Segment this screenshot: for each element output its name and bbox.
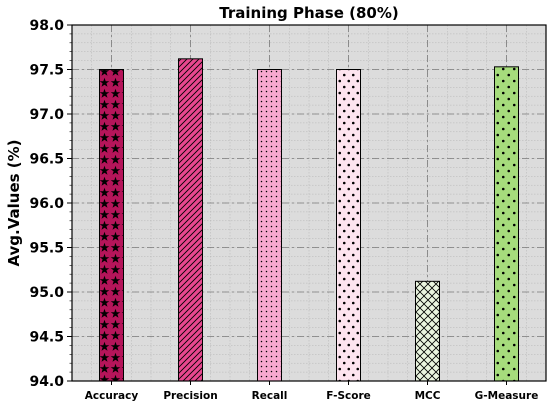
y-tick-label: 96.0 xyxy=(29,196,64,212)
x-tick-label: Accuracy xyxy=(85,390,139,402)
y-tick-label: 94.0 xyxy=(29,374,64,390)
x-tick-label: Recall xyxy=(252,390,288,402)
bar-accuracy xyxy=(99,69,124,382)
y-tick-label: 95.5 xyxy=(29,241,64,257)
y-tick-label: 94.5 xyxy=(29,330,64,346)
y-tick-label: 97.0 xyxy=(29,107,64,123)
y-tick-label: 98.0 xyxy=(29,18,64,34)
chart-title: Training Phase (80%) xyxy=(219,4,398,22)
x-tick-label: F-Score xyxy=(326,390,371,402)
x-tick-label: MCC xyxy=(415,390,441,402)
bars xyxy=(99,58,519,382)
y-tick-label: 97.5 xyxy=(29,63,64,79)
x-tick-label: G-Measure xyxy=(475,390,539,402)
bar-g-measure xyxy=(494,66,519,382)
x-tick-label: Precision xyxy=(163,390,217,402)
bar-recall xyxy=(257,69,282,382)
y-tick-label: 95.0 xyxy=(29,285,64,301)
bar-mcc xyxy=(415,280,440,382)
x-axis: Accuracy Precision Recall F-Score MCC G-Measu… xyxy=(85,381,539,402)
bar-precision xyxy=(178,58,203,382)
bar-f-score xyxy=(336,69,361,382)
y-axis-label: Avg.Values (%) xyxy=(5,139,23,266)
y-tick-label: 96.5 xyxy=(29,152,64,168)
y-axis: 94.0 94.5 95.0 95.5 96.0 96.5 97.0 97.5 98.0 xyxy=(29,18,72,390)
